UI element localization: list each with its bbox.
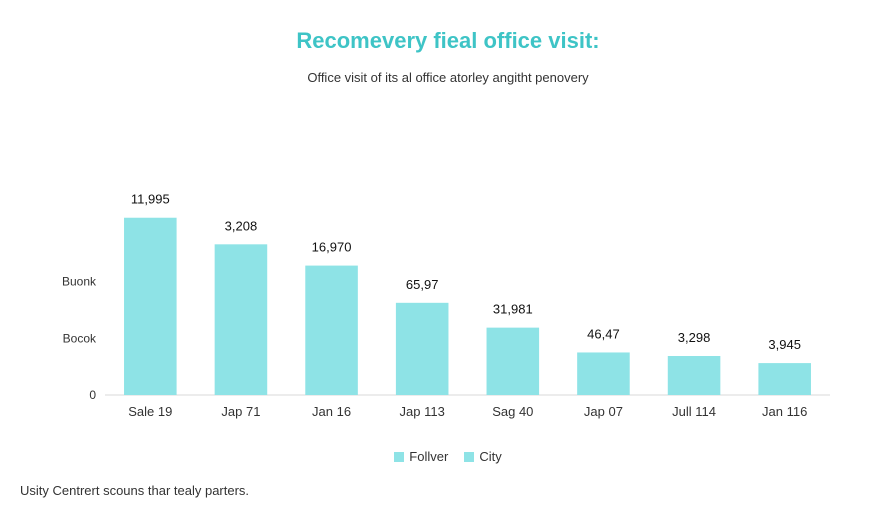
legend-item: Follver xyxy=(394,449,448,464)
bar-value-label: 11,995 xyxy=(131,192,170,207)
bar-value-label: 16,970 xyxy=(312,240,352,255)
bar-value-label: 46,47 xyxy=(587,326,620,341)
chart-legend: Follver City xyxy=(0,449,896,464)
bar xyxy=(214,244,268,395)
legend-swatch xyxy=(394,451,405,462)
x-tick-label: Sale 19 xyxy=(128,404,172,419)
x-tick-label: Jan 16 xyxy=(312,404,351,419)
bar-value-label: 3,945 xyxy=(768,337,801,352)
bar-value-label: 3,208 xyxy=(225,218,258,233)
y-tick-label: 0 xyxy=(89,388,96,402)
y-tick-label: Bocok xyxy=(63,331,97,345)
legend-label: Follver xyxy=(409,449,449,464)
bar xyxy=(486,327,540,395)
bar xyxy=(577,352,630,395)
chart-subtitle: Office visit of its al office atorley an… xyxy=(307,70,589,85)
x-tick-label: Sag 40 xyxy=(492,404,533,419)
bar xyxy=(667,356,721,395)
bar-value-label: 31,981 xyxy=(493,302,533,317)
footnote: Usity Centrert scouns thar tealy parters… xyxy=(20,483,250,498)
x-tick-label: Jap 113 xyxy=(400,404,445,419)
legend-swatch xyxy=(464,451,475,462)
x-tick-label: Jan 116 xyxy=(762,404,807,419)
bar xyxy=(758,363,811,395)
bar xyxy=(124,217,177,395)
bar-value-label: 3,298 xyxy=(678,330,711,345)
legend-label: City xyxy=(479,449,502,464)
x-tick-label: Jap 07 xyxy=(584,404,623,419)
legend-item: City xyxy=(464,449,502,464)
bar xyxy=(305,265,358,395)
bar-value-label: 65,97 xyxy=(406,277,439,292)
x-tick-label: Jull 114 xyxy=(672,404,716,419)
y-tick-label: Buonk xyxy=(62,275,97,289)
x-tick-label: Jap 71 xyxy=(221,404,260,419)
bar xyxy=(395,302,449,395)
chart-title: Recomevery fieal office visit: xyxy=(296,28,600,53)
